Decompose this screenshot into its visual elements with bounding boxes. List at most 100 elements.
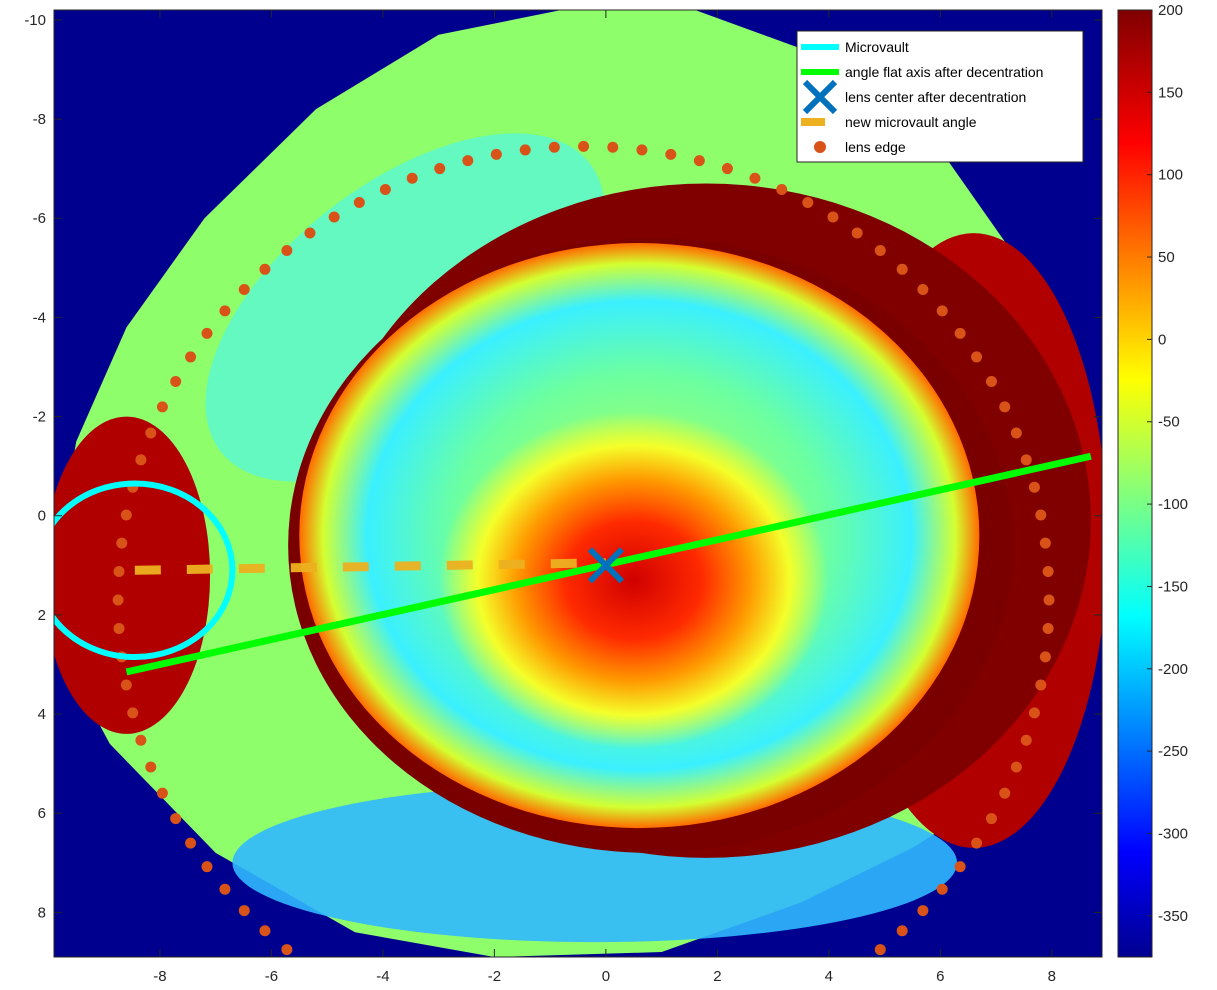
lens-edge-point (936, 883, 948, 895)
legend-swatch (802, 79, 838, 115)
y-tick-label: 0 (38, 508, 46, 525)
y-axis: -10 -8 -6 -4 -2 0 2 4 6 8 (24, 12, 1102, 921)
legend-label: lens edge (845, 139, 906, 155)
surface-center-peak (438, 411, 829, 749)
colorbar-tick-label: 100 (1158, 167, 1183, 184)
lens-edge-point (548, 141, 560, 153)
lens-edge-point (971, 837, 983, 849)
lens-edge-point (917, 905, 929, 917)
legend-box (796, 30, 1084, 163)
lens-edge-point (113, 623, 125, 635)
colorbar-tick-label: 150 (1158, 84, 1183, 101)
lens-edge-point (1020, 734, 1032, 746)
lens-edge-point (156, 401, 168, 413)
lens-edge-point (1042, 566, 1054, 578)
colorbar-tick-label: 200 (1158, 2, 1183, 19)
lens-edge-point (145, 761, 157, 773)
lens-edge-point (874, 244, 886, 256)
heatmap-surface (54, 10, 1102, 957)
lens-edge-point (113, 566, 125, 578)
lens-edge-point (578, 140, 590, 152)
lens-edge-point (1042, 623, 1054, 635)
lens-center-stroke (587, 547, 624, 584)
x-axis: -8 -6 -4 -2 0 2 4 6 8 (153, 10, 1056, 985)
lens-edge-point (1039, 651, 1051, 663)
x-tick-label: 4 (825, 968, 833, 985)
lens-edge-point (112, 594, 124, 606)
lens-edge-point (985, 813, 997, 825)
x-tick-label: -2 (488, 968, 501, 985)
overlay-series (54, 140, 1092, 956)
lens-edge-point (120, 679, 132, 691)
lens-edge-point (353, 196, 365, 208)
lens-edge-point (434, 163, 446, 175)
lens-edge-point (851, 227, 863, 239)
colorbar-tick-label: -300 (1158, 825, 1188, 842)
colorbar-tick-label: -100 (1158, 496, 1188, 513)
x-tick-label: 0 (602, 968, 610, 985)
colorbar-tick-label: 50 (1158, 249, 1175, 266)
lens-edge-point (304, 227, 316, 239)
lens-center-marker (587, 547, 624, 584)
legend-label: new microvault angle (845, 114, 977, 130)
lens-edge-point (776, 184, 788, 196)
legend-label: Microvault (845, 39, 909, 55)
x-tick-label: 2 (713, 968, 721, 985)
lens-edge-point (238, 905, 250, 917)
legend-label: angle flat axis after decentration (845, 64, 1043, 80)
lens-edge-point (1028, 481, 1040, 493)
x-tick-label: -8 (153, 968, 166, 985)
lens-edge-point (201, 861, 213, 873)
lens-edge-point (917, 283, 929, 295)
lens-edge-point (896, 925, 908, 937)
lens-edge-point (1039, 537, 1051, 549)
legend-entry: angle flat axis after decentration (801, 64, 1043, 80)
legend: Microvault angle flat axis after decentra… (796, 30, 1084, 163)
lens-edge-point (1010, 427, 1022, 439)
lens-edge-point (827, 211, 839, 223)
legend-entry: lens edge (814, 139, 906, 155)
lens-edge-point (135, 734, 147, 746)
colorbar-ticks: 200 150 100 50 0 -50 -100 -150 -200 -250 -300 -350 (1147, 2, 1188, 925)
surface-cyan-band (205, 133, 605, 482)
lens-edge-point (219, 305, 231, 317)
lens-edge-point (936, 305, 948, 317)
y-tick-label: 8 (38, 904, 46, 921)
lens-edge-point (636, 144, 648, 156)
y-tick-label: -10 (24, 12, 46, 29)
lens-edge-point (1020, 454, 1032, 466)
lens-edge-point (170, 375, 182, 387)
lens-edge-point (462, 155, 474, 167)
colorbar-tick-label: -250 (1158, 743, 1188, 760)
lens-edge-point (665, 148, 677, 160)
lens-edge-point (721, 163, 733, 175)
lens-edge-point (281, 244, 293, 256)
x-tick-label: -4 (376, 968, 389, 985)
x-tick-label: 8 (1048, 968, 1056, 985)
lens-edge-point (259, 263, 271, 275)
legend-entries: Microvault angle flat axis after decentra… (801, 39, 1043, 155)
lens-edge-point (1043, 594, 1055, 606)
colorbar-tick-label: -150 (1158, 578, 1188, 595)
lens-edge-point (1035, 509, 1047, 521)
lens-edge-point (185, 351, 197, 363)
lens-edge-point (116, 537, 128, 549)
lens-edge-point (156, 787, 168, 799)
colorbar: 200 150 100 50 0 -50 -100 -150 -200 -250 -300 -350 (1117, 2, 1188, 958)
lens-edge-point (170, 813, 182, 825)
colorbar-gradient (1117, 9, 1153, 958)
y-tick-label: -4 (33, 309, 46, 326)
lens-edge-point (201, 327, 213, 339)
lens-edge-point (238, 283, 250, 295)
lens-edge-point (1028, 707, 1040, 719)
lens-edge-point (127, 707, 139, 719)
colorbar-tick-label: -200 (1158, 661, 1188, 678)
surface-left-edge (54, 416, 211, 734)
legend-entry: Microvault (801, 39, 909, 55)
colorbar-tick-label: -350 (1158, 908, 1188, 925)
y-tick-label: 6 (38, 805, 46, 822)
lens-edge-point (1035, 679, 1047, 691)
lens-edge-point (406, 172, 418, 184)
y-tick-label: -6 (33, 210, 46, 227)
